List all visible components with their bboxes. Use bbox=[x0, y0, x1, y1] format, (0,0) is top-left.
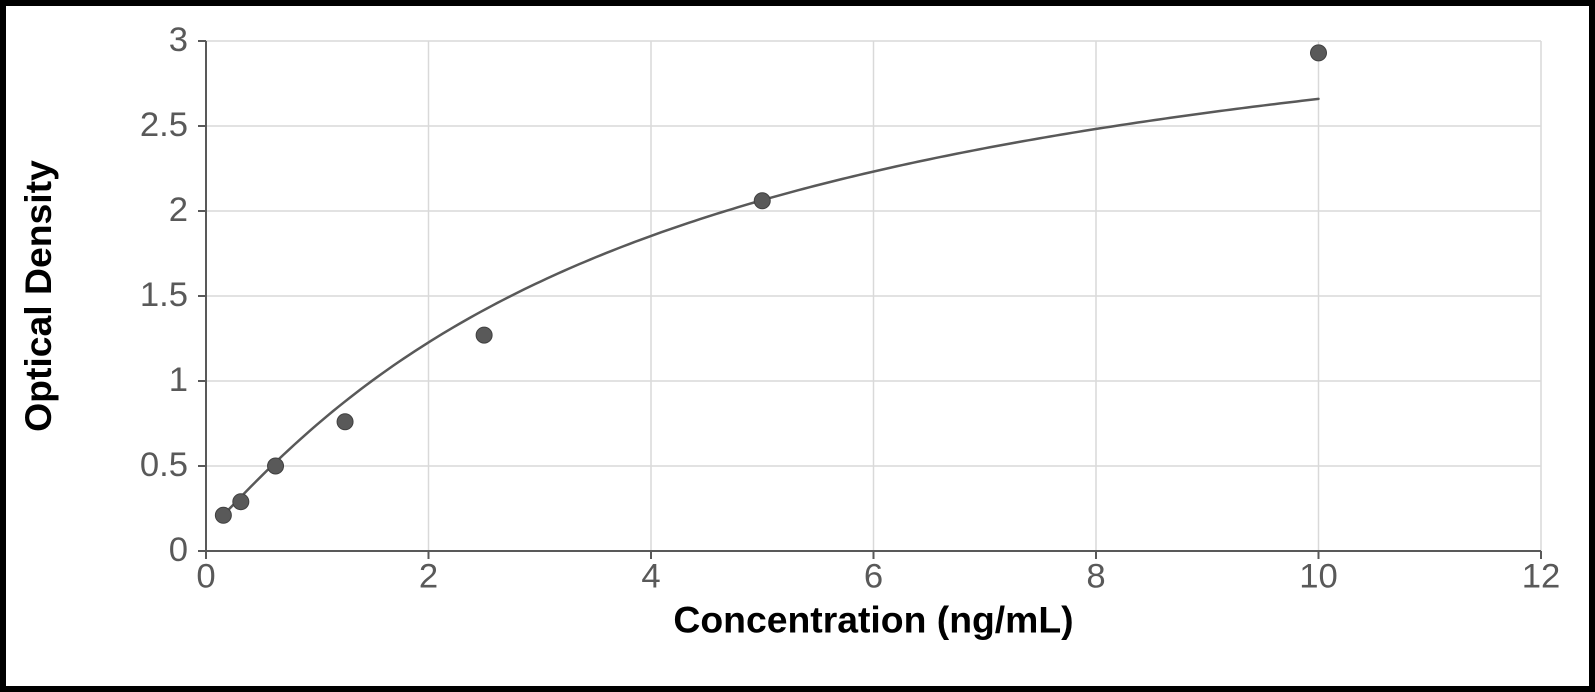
data-point bbox=[233, 494, 249, 510]
x-tick-label: 6 bbox=[864, 558, 883, 596]
data-point bbox=[268, 458, 284, 474]
data-points bbox=[215, 45, 1326, 523]
x-tick-labels: 0 2 4 6 8 10 12 bbox=[196, 558, 1560, 596]
axes bbox=[198, 41, 1541, 559]
x-tick-label: 8 bbox=[1086, 558, 1105, 596]
x-tick-label: 2 bbox=[419, 558, 438, 596]
y-tick-label: 3 bbox=[169, 21, 188, 59]
gridlines bbox=[206, 41, 1541, 551]
y-tick-label: 0.5 bbox=[140, 446, 188, 484]
x-tick-label: 10 bbox=[1299, 558, 1338, 596]
data-point bbox=[337, 414, 353, 430]
chart-frame: 0 2 4 6 8 10 12 0 0.5 1 1.5 2 2.5 3 Concentration (n… bbox=[0, 0, 1595, 692]
y-tick-label: 1.5 bbox=[140, 276, 188, 314]
x-tick-label: 4 bbox=[641, 558, 660, 596]
fitted-curve bbox=[223, 99, 1318, 515]
data-point bbox=[215, 507, 231, 523]
data-point bbox=[754, 193, 770, 209]
y-axis-label: Optical Density bbox=[17, 160, 59, 432]
x-tick-label: 0 bbox=[196, 558, 215, 596]
x-tick-label: 12 bbox=[1522, 558, 1561, 596]
y-tick-label: 0 bbox=[169, 531, 188, 569]
data-point bbox=[476, 327, 492, 343]
y-tick-label: 2 bbox=[169, 191, 188, 229]
y-tick-label: 1 bbox=[169, 361, 188, 399]
standard-curve-chart: 0 2 4 6 8 10 12 0 0.5 1 1.5 2 2.5 3 Concentration (n… bbox=[6, 6, 1589, 686]
y-tick-labels: 0 0.5 1 1.5 2 2.5 3 bbox=[140, 21, 188, 569]
data-point bbox=[1311, 45, 1327, 61]
x-axis-label: Concentration (ng/mL) bbox=[673, 598, 1073, 640]
y-tick-label: 2.5 bbox=[140, 106, 188, 144]
